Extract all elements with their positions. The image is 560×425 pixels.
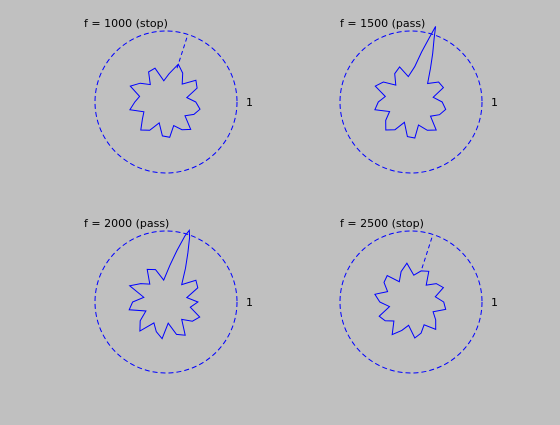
response-pattern-line [374,26,447,139]
panel-title: f = 1500 (pass) [340,17,425,30]
reference-circle [339,30,483,174]
direction-marker-line [176,34,189,69]
response-pattern-line [128,229,201,340]
reference-circle [94,230,238,374]
reference-circle [94,30,238,174]
panel-title: f = 2500 (stop) [340,217,424,230]
reference-circle-label: 1 [246,96,253,109]
polar-panel-2500: f = 2500 (stop) 1 [339,217,498,374]
panel-title: f = 2000 (pass) [84,217,169,230]
reference-circle-label: 1 [491,96,498,109]
polar-panel-1500: f = 1500 (pass) 1 [339,17,498,174]
polar-panel-1000: f = 1000 (stop) 1 [84,17,253,174]
response-pattern-line [129,63,201,138]
response-pattern-line [374,262,447,339]
reference-circle-label: 1 [246,296,253,309]
direction-marker-line [421,234,434,269]
reference-circle [339,230,483,374]
polar-panel-2000: f = 2000 (pass) 1 [84,217,253,374]
reference-circle-label: 1 [491,296,498,309]
panel-title: f = 1000 (stop) [84,17,168,30]
